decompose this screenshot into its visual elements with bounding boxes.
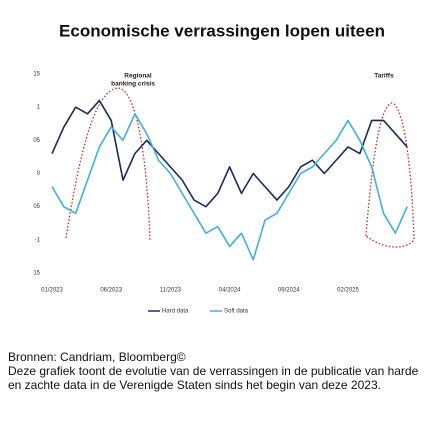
y-tick-label: 15 [33,271,40,277]
y-tick-label: 1 [37,105,41,111]
legend-label: Soft data [224,309,249,315]
y-tick-label: -1 [35,237,41,243]
annotation: Regional [124,73,152,80]
y-tick-label: 05 [33,204,40,210]
chart-title: Economische verrassingen lopen uiteen [59,21,385,40]
x-tick-label: 09/2024 [278,288,300,294]
x-tick-label: 11/2023 [160,288,182,294]
y-tick-label: 15 [33,72,40,78]
y-tick-label: 0 [37,171,41,177]
annotation: Tariffs [374,73,394,80]
y-tick-label: 05 [33,138,40,144]
legend-label: Hard data [162,309,189,315]
series-line [51,99,408,208]
x-tick-label: 06/2023 [100,288,122,294]
highlight-curve [365,102,415,248]
series-line [51,113,408,261]
x-tick-label: 01/2023 [41,288,63,294]
x-tick-label: 02/2025 [337,288,359,294]
chart: Economische verrassingen lopen uiteen Re… [33,21,415,315]
description: Deze grafiek toont de evolutie van de ve… [8,364,419,392]
highlight-curve [65,87,151,241]
x-tick-label: 04/2024 [219,288,241,294]
source: Bronnen: Candriam, Bloomberg© [8,350,186,364]
annotation: banking crisis [111,81,155,88]
